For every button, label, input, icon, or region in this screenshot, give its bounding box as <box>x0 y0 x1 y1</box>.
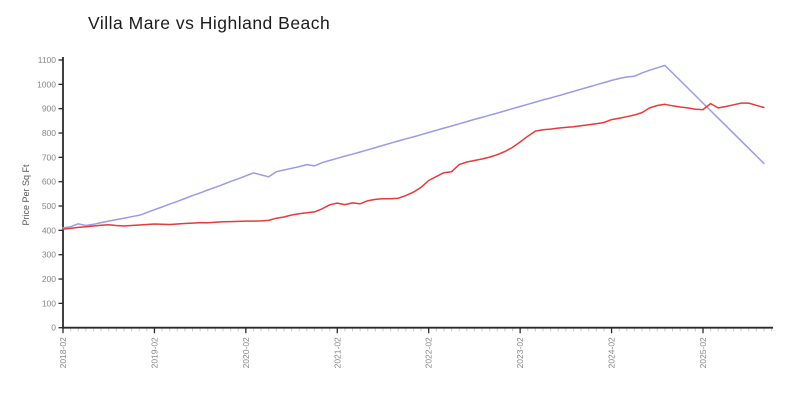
x-tick-label: 2021-02 <box>332 337 342 368</box>
y-tick-label: 100 <box>42 298 56 308</box>
chart-title: Villa Mare vs Highland Beach <box>88 13 331 33</box>
x-tick-label: 2025-02 <box>698 337 708 368</box>
y-tick-label: 900 <box>42 104 56 114</box>
villa-mare-line <box>62 64 765 229</box>
x-tick-label: 2018-02 <box>58 337 68 368</box>
y-tick-label: 700 <box>42 152 56 162</box>
y-tick-label: 800 <box>42 128 56 138</box>
y-tick-label: 600 <box>42 177 56 187</box>
y-tick-label: 300 <box>42 250 56 260</box>
x-tick-label: 2022-02 <box>424 337 434 368</box>
x-tick-label: 2020-02 <box>241 337 251 368</box>
x-tick-label: 2019-02 <box>149 337 159 368</box>
y-tick-label: 400 <box>42 225 56 235</box>
y-tick-label: 1100 <box>38 55 57 65</box>
y-tick-label: 1000 <box>37 79 56 89</box>
x-tick-label: 2023-02 <box>515 337 525 368</box>
y-tick-label: 0 <box>51 323 56 333</box>
highland-beach-line <box>62 102 765 230</box>
y-tick-label: 200 <box>42 274 56 284</box>
y-tick-label: 500 <box>42 201 56 211</box>
x-tick-label: 2024-02 <box>607 337 617 368</box>
